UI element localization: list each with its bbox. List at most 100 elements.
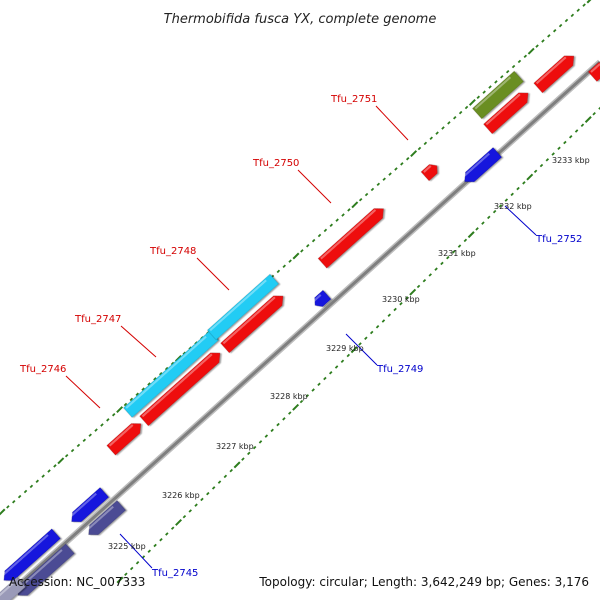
tick-mark: [476, 95, 481, 100]
gene-feature-tfu-2745[interactable]: [0, 528, 61, 585]
tick-mark: [335, 218, 339, 222]
kbp-label: 3231 kbp: [438, 249, 476, 258]
tick-mark: [223, 474, 228, 479]
tick-mark: [282, 264, 286, 268]
tick-mark: [475, 227, 479, 231]
tick-mark: [409, 288, 417, 296]
tick-mark: [317, 233, 322, 238]
gene-feature-olive[interactable]: [472, 70, 524, 120]
leader-line: [297, 169, 332, 204]
gene-label-tfu-2748[interactable]: Tfu_2748: [149, 246, 196, 257]
gene-feature-tfu-2747[interactable]: [139, 348, 225, 427]
tick-mark: [64, 453, 69, 458]
tick-mark: [129, 397, 134, 402]
tick-mark: [129, 566, 134, 571]
accession: Accession: NC_007333: [9, 575, 145, 589]
leader-line: [65, 375, 101, 409]
gene-label-tfu-2749[interactable]: Tfu_2749: [376, 364, 423, 375]
tick-mark: [82, 438, 87, 443]
gene-feature-tfu-2751[interactable]: [420, 161, 441, 182]
gene-feature-cyan[interactable]: [123, 330, 219, 418]
tick-mark: [153, 377, 157, 381]
tick-mark: [382, 177, 386, 181]
gene-feature[interactable]: [67, 487, 110, 526]
gene-feature-tfu-2752[interactable]: [460, 147, 503, 186]
gene-label-tfu-2752[interactable]: Tfu_2752: [535, 234, 582, 245]
gene-feature-tfu-2746[interactable]: [106, 419, 145, 456]
gene-feature-cyan[interactable]: [206, 273, 280, 341]
gene-feature-tfu-2749[interactable]: [311, 289, 332, 310]
tick-mark: [557, 146, 561, 151]
tick-mark: [468, 98, 476, 106]
tick-mark: [453, 116, 457, 120]
tick-mark: [574, 129, 579, 133]
tick-mark: [116, 576, 124, 584]
tick-mark: [311, 238, 316, 243]
tick-mark: [200, 497, 204, 502]
kbp-label: 3225 kbp: [108, 542, 146, 551]
tick-mark: [458, 110, 463, 115]
tick-mark: [410, 150, 418, 158]
tick-mark: [70, 448, 75, 453]
gene-feature-tfu-2750[interactable]: [317, 204, 388, 269]
tick-mark: [258, 440, 263, 444]
inner-tick-track: [116, 106, 600, 584]
tick-mark: [428, 273, 432, 277]
tick-mark: [429, 136, 433, 140]
tick-mark: [116, 406, 124, 414]
tick-mark: [375, 324, 380, 329]
tick-mark: [516, 186, 520, 191]
tick-mark: [276, 422, 280, 427]
gene-feature[interactable]: [483, 88, 533, 135]
tick-mark: [247, 451, 251, 456]
tick-mark: [423, 141, 428, 146]
tick-mark: [211, 486, 216, 490]
tick-mark: [147, 382, 151, 386]
tick-mark: [464, 105, 469, 110]
gene-feature[interactable]: [587, 58, 600, 82]
gene-label-tfu-2751[interactable]: Tfu_2751: [330, 94, 377, 105]
tick-mark: [487, 215, 491, 220]
gene-label-tfu-2747[interactable]: Tfu_2747: [74, 314, 121, 325]
gene-label-tfu-2745[interactable]: Tfu_2745: [151, 568, 198, 579]
tick-mark: [592, 112, 596, 116]
tick-mark: [57, 457, 65, 465]
gene-feature-slate[interactable]: [84, 500, 127, 539]
tick-mark: [364, 336, 368, 340]
tick-mark: [317, 382, 321, 387]
tick-mark: [522, 181, 526, 185]
tick-mark: [175, 518, 182, 526]
tick-mark: [358, 197, 363, 202]
gene-feature-slate[interactable]: [0, 576, 26, 600]
gene-label-tfu-2750[interactable]: Tfu_2750: [252, 158, 299, 169]
tick-mark: [535, 44, 539, 48]
tick-mark: [124, 572, 128, 576]
kbp-label: 3228 kbp: [270, 392, 308, 401]
kbp-label: 3229 kbp: [326, 344, 364, 353]
tick-mark: [170, 526, 175, 530]
gene-feature[interactable]: [533, 51, 578, 94]
tick-mark: [393, 307, 397, 312]
tick-mark: [100, 423, 104, 427]
tick-mark: [440, 261, 444, 266]
gene-feature-tfu-2748[interactable]: [220, 291, 288, 354]
tick-mark: [547, 34, 551, 38]
tick-mark: [488, 85, 492, 89]
tick-mark: [346, 353, 351, 358]
leader-line: [345, 333, 378, 366]
tick-mark: [17, 494, 22, 499]
tick-mark: [233, 461, 241, 469]
tick-mark: [545, 158, 550, 162]
kbp-label: 3230 kbp: [382, 295, 420, 304]
leader-line: [196, 257, 230, 291]
tick-mark: [350, 346, 358, 354]
tick-mark: [558, 23, 563, 28]
gene-label-tfu-2746[interactable]: Tfu_2746: [19, 364, 66, 375]
tick-mark: [552, 28, 557, 33]
tick-mark: [164, 366, 169, 371]
tick-mark: [399, 301, 403, 306]
tick-mark: [376, 182, 381, 187]
tick-mark: [498, 204, 503, 208]
tick-mark: [598, 106, 600, 110]
